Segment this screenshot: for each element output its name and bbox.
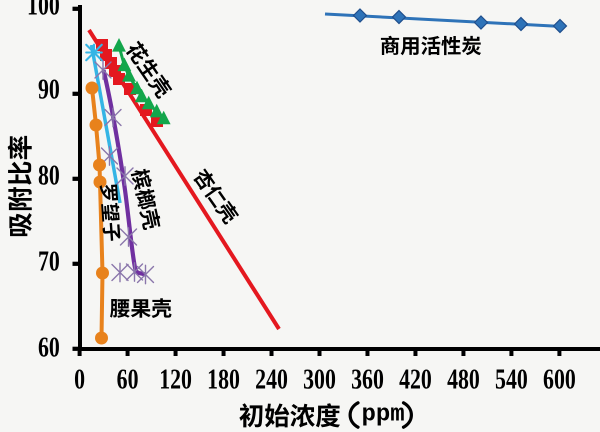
svg-text:300: 300	[303, 365, 336, 395]
svg-text:70: 70	[38, 247, 60, 277]
svg-text:80: 80	[38, 161, 60, 191]
svg-text:100: 100	[27, 0, 60, 21]
svg-text:120: 120	[159, 365, 192, 395]
svg-text:420: 420	[399, 365, 432, 395]
svg-text:60: 60	[38, 333, 60, 363]
svg-text:60: 60	[117, 365, 139, 395]
svg-text:90: 90	[38, 75, 60, 105]
svg-text:360: 360	[351, 365, 384, 395]
svg-text:480: 480	[447, 365, 480, 395]
svg-text:240: 240	[255, 365, 288, 395]
svg-text:600: 600	[543, 365, 576, 395]
svg-text:540: 540	[495, 365, 528, 395]
svg-text:180: 180	[207, 365, 240, 395]
svg-text:ppm: ppm	[362, 402, 405, 429]
svg-text:0: 0	[74, 365, 85, 395]
